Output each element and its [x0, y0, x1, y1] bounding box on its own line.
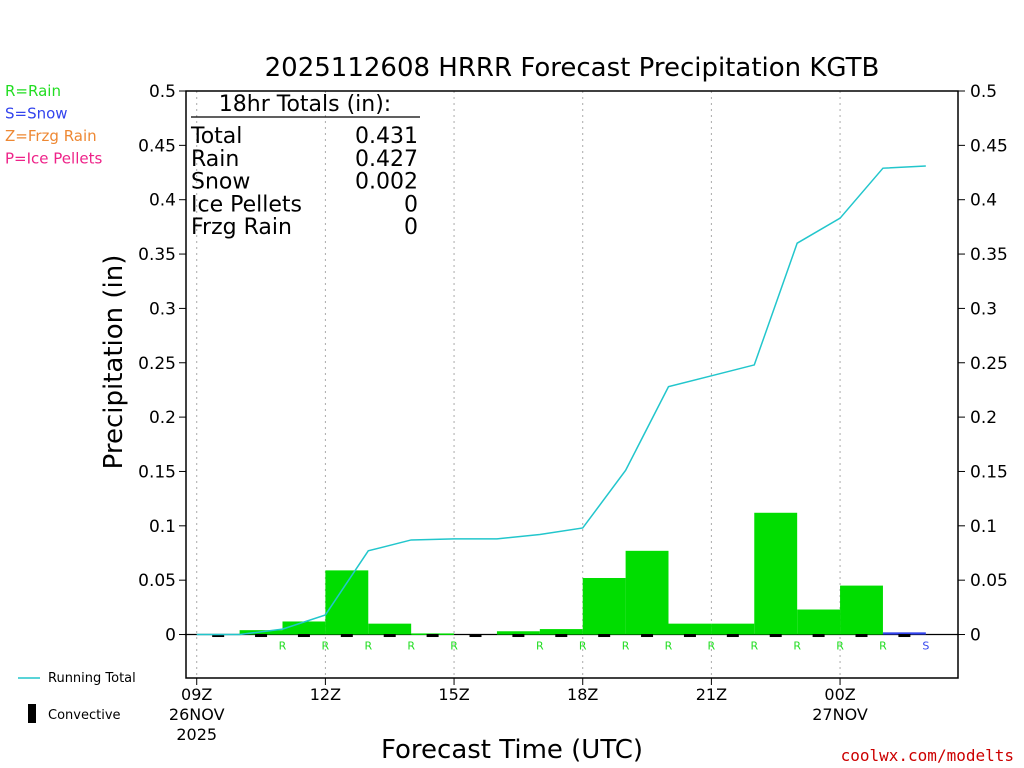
- plot-frame: [185, 90, 959, 679]
- y-tick-label-left: 0.15: [138, 462, 176, 482]
- rain-label: R: [708, 640, 716, 653]
- rain-label: R: [879, 640, 887, 653]
- ptype-legend-item: S=Snow: [5, 105, 68, 123]
- rain-label: R: [793, 640, 801, 653]
- ptype-legend-item: P=Ice Pellets: [5, 150, 102, 168]
- y-tick-label-right: 0.5: [970, 82, 997, 102]
- precip-bar: [625, 550, 669, 635]
- y-tick-label-left: 0.45: [138, 136, 176, 156]
- totals-value-total: 0.431: [355, 124, 418, 149]
- y-axis-ticks: 0 00.05 0.050.1 0.10.15 0.150.2 0.20.25 0.250.…: [138, 82, 1008, 646]
- totals-header: 18hr Totals (in):: [219, 92, 391, 117]
- totals-value-rain: 0.427: [355, 147, 418, 172]
- rain-label: R: [622, 640, 630, 653]
- rain-label: R: [279, 640, 287, 653]
- y-tick-label-right: 0.4: [970, 191, 997, 211]
- totals-value-frzg-rain: 0: [404, 215, 418, 240]
- totals-label-total: Total: [190, 124, 242, 149]
- y-tick-label-right: 0.3: [970, 299, 997, 319]
- x-tick-year: 2025: [176, 725, 217, 744]
- totals-label-frzg-rain: Frzg Rain: [191, 215, 292, 240]
- precip-bar: [754, 512, 798, 635]
- rain-label: R: [750, 640, 758, 653]
- running-total-polyline: [196, 165, 926, 636]
- totals-value-ice-pellets: 0: [404, 192, 418, 217]
- y-axis-label: Precipitation (in): [99, 255, 129, 470]
- running-total-line: [196, 165, 926, 636]
- precip-bar: [282, 621, 326, 635]
- x-tick-label: 21Z: [696, 685, 727, 704]
- x-axis-label: Forecast Time (UTC): [381, 735, 643, 765]
- precip-bar: [496, 631, 540, 635]
- totals-label-ice-pellets: Ice Pellets: [191, 192, 302, 217]
- precip-bar: [840, 585, 883, 635]
- credit-text: coolwx.com/modelts: [841, 746, 1014, 765]
- precip-bar: [882, 632, 926, 635]
- y-tick-label-right: 0.05: [970, 571, 1008, 591]
- rain-label: R: [665, 640, 673, 653]
- convective-legend: Convective: [28, 704, 121, 723]
- y-tick-label-right: 0.35: [970, 245, 1008, 265]
- precip-bar: [582, 577, 626, 635]
- y-tick-label-left: 0.1: [149, 517, 176, 537]
- x-tick-label: 09Z: [181, 685, 212, 704]
- rain-label: R: [579, 640, 587, 653]
- precip-bar: [325, 570, 369, 635]
- x-tick-label: 12Z: [310, 685, 341, 704]
- y-tick-label-right: 0: [970, 626, 981, 646]
- snow-label: S: [922, 640, 929, 653]
- rain-label: R: [536, 640, 544, 653]
- chart-title: 2025112608 HRRR Forecast Precipitation K…: [265, 53, 880, 83]
- rain-label: R: [407, 640, 415, 653]
- y-tick-label-left: 0.5: [149, 82, 176, 102]
- y-tick-label-left: 0: [165, 626, 176, 646]
- x-tick-date: 27NOV: [812, 705, 868, 724]
- y-tick-label-left: 0.4: [149, 191, 176, 211]
- totals-value-snow: 0.002: [355, 170, 418, 195]
- y-tick-label-right: 0.15: [970, 462, 1008, 482]
- y-tick-label-left: 0.05: [138, 571, 176, 591]
- precip-bar: [368, 623, 412, 635]
- precip-bar: [797, 609, 841, 635]
- y-tick-label-right: 0.2: [970, 408, 997, 428]
- y-tick-label-left: 0.35: [138, 245, 176, 265]
- rain-label: R: [450, 640, 458, 653]
- ptype-legend-item: Z=Frzg Rain: [5, 127, 97, 145]
- precip-bar: [668, 623, 712, 635]
- vertical-gridlines: [196, 91, 841, 678]
- rain-label: R: [322, 640, 330, 653]
- totals-label-rain: Rain: [191, 147, 239, 172]
- x-tick-label: 18Z: [567, 685, 598, 704]
- x-tick-date: 26NOV: [169, 705, 225, 724]
- rain-label: R: [836, 640, 844, 653]
- x-tick-label: 15Z: [438, 685, 469, 704]
- y-tick-label-left: 0.25: [138, 354, 176, 374]
- x-tick-label: 00Z: [824, 685, 855, 704]
- precip-bar: [539, 629, 583, 635]
- totals-rows: Total 0.431 Rain 0.427 Snow 0.002 Ice Pellets 0…: [190, 124, 418, 240]
- ptype-legend-item: R=Rain: [5, 82, 61, 100]
- precip-bar: [711, 623, 755, 635]
- y-tick-label-right: 0.45: [970, 136, 1008, 156]
- rain-label: R: [364, 640, 372, 653]
- y-tick-label-right: 0.1: [970, 517, 997, 537]
- convective-legend-swatch: [28, 704, 36, 723]
- totals-box: 18hr Totals (in): Total 0.431 Rain 0.427 Sno…: [190, 92, 420, 240]
- running-total-legend: Running Total: [18, 671, 136, 686]
- precip-bars: [184, 512, 958, 636]
- running-total-legend-label: Running Total: [48, 671, 136, 686]
- y-tick-label-right: 0.25: [970, 354, 1008, 374]
- convective-legend-label: Convective: [48, 708, 121, 723]
- totals-label-snow: Snow: [191, 170, 250, 195]
- y-tick-label-left: 0.3: [149, 299, 176, 319]
- y-tick-label-left: 0.2: [149, 408, 176, 428]
- ptype-legend: R=Rain S=Snow Z=Frzg Rain P=Ice Pellets: [5, 82, 102, 168]
